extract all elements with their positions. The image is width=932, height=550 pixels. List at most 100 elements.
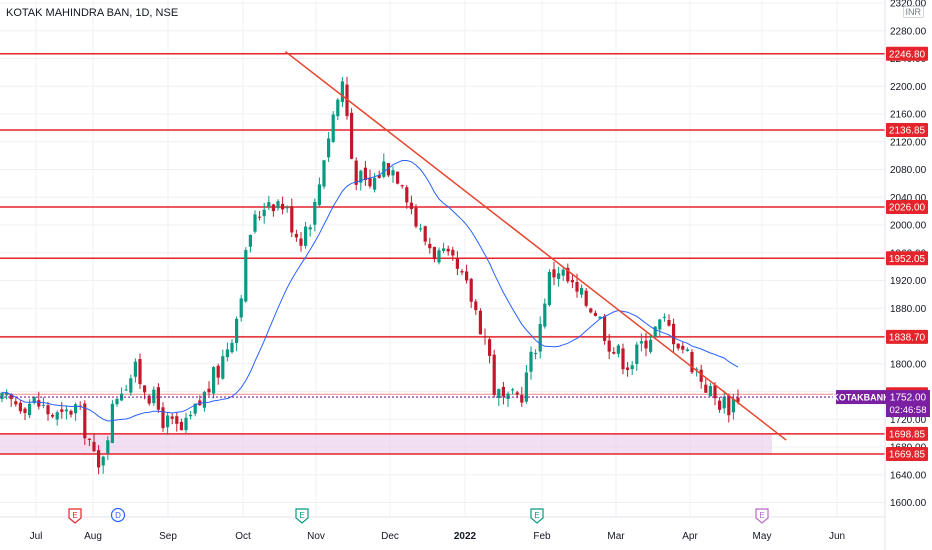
candle-body	[589, 308, 593, 313]
candle-body	[304, 226, 308, 246]
candle-body	[147, 395, 151, 404]
candle-body	[557, 273, 561, 279]
candle-body	[690, 351, 694, 373]
price-tick-label: 2120.00	[890, 137, 927, 148]
candle-body	[299, 238, 303, 246]
candle-body	[69, 410, 73, 415]
candle-body	[414, 207, 418, 227]
event-marker-earnings-upcoming: E	[755, 508, 769, 524]
candle-body	[377, 175, 381, 178]
candle-body	[520, 395, 524, 403]
candle-body	[225, 349, 229, 358]
candle-body	[603, 316, 607, 341]
price-badges: 2246.802136.852026.001952.051838.701756.…	[832, 46, 930, 462]
candle-body	[313, 201, 317, 225]
time-axis[interactable]: Jul Aug Sep Oct Nov Dec 2022 Feb Mar Apr May Jun	[30, 531, 845, 542]
candle-body	[207, 388, 211, 393]
candle-body	[465, 271, 469, 281]
price-tick-label: 1600.00	[890, 498, 927, 509]
symbol-badge-label: KOTAKBANK	[832, 393, 890, 403]
candle-body	[156, 387, 160, 410]
candle-body	[267, 202, 271, 207]
candle-body	[55, 412, 59, 420]
candle-body	[391, 170, 395, 176]
level-badge	[886, 123, 928, 138]
candle-body	[639, 341, 643, 344]
last-price-badge	[886, 390, 930, 418]
level-badge-value: 1698.85	[889, 429, 926, 440]
candle-body	[294, 233, 298, 238]
candle-body	[511, 389, 515, 391]
candle-body	[350, 112, 354, 159]
earnings-icon	[295, 508, 309, 524]
candle-body	[382, 161, 386, 177]
candle-body	[497, 389, 501, 399]
horizontal-levels	[0, 53, 885, 455]
candle-body	[239, 298, 243, 318]
candle-body	[60, 409, 64, 412]
candle-body	[423, 226, 427, 242]
event-marker-label: E	[534, 511, 539, 520]
candle-body	[184, 417, 188, 431]
candle-body	[340, 81, 344, 102]
candle-body	[483, 336, 487, 338]
candle-body	[561, 269, 565, 276]
candle-body	[455, 258, 459, 269]
candlestick-series	[0, 76, 740, 475]
candle-body	[5, 392, 9, 396]
candle-body	[704, 384, 708, 393]
price-tick-label: 2320.00	[890, 0, 927, 10]
price-tick-label: 1640.00	[890, 470, 927, 481]
candle-body	[336, 99, 340, 117]
candle-body	[189, 414, 193, 417]
candle-body	[170, 416, 174, 419]
candle-body	[308, 227, 312, 230]
candle-body	[607, 340, 611, 352]
candle-body	[575, 281, 579, 292]
candle-body	[129, 378, 133, 393]
candle-body	[23, 408, 27, 414]
candle-body	[46, 405, 50, 415]
time-tick-label: Oct	[235, 531, 251, 542]
candle-body	[400, 185, 404, 187]
candle-body	[506, 393, 510, 400]
candle-body	[708, 385, 712, 397]
time-tick-label: Mar	[607, 531, 625, 542]
candle-body	[543, 303, 547, 327]
candle-body	[216, 365, 220, 378]
candle-body	[18, 402, 22, 412]
time-tick-label: 2022	[454, 531, 477, 542]
price-tick-label: 1720.00	[890, 415, 927, 426]
candle-body	[262, 209, 266, 217]
candle-body	[524, 372, 528, 402]
event-marker-earnings: E	[530, 508, 544, 524]
candle-body	[368, 177, 372, 187]
level-badge	[886, 251, 928, 266]
candle-body	[37, 400, 41, 407]
level-badge	[886, 447, 928, 462]
candle-body	[354, 160, 358, 185]
candle-body	[649, 339, 653, 352]
candle-body	[713, 385, 717, 399]
candle-body	[331, 114, 335, 142]
candle-body	[570, 279, 574, 283]
candle-body	[722, 396, 726, 409]
support-zone	[0, 433, 772, 455]
event-marker-dividend: D	[110, 507, 126, 523]
symbol-title: KOTAK MAHINDRA BAN, 1D, NSE	[6, 7, 179, 19]
candle-body	[221, 356, 225, 379]
trendline[interactable]	[284, 50, 787, 441]
candle-body	[74, 404, 78, 414]
candle-body	[593, 312, 597, 316]
event-marker-earnings: E	[295, 508, 309, 524]
candle-body	[437, 250, 441, 263]
event-marker-label: E	[72, 511, 77, 520]
candle-body	[667, 320, 671, 326]
candle-body	[419, 228, 423, 230]
candle-body	[538, 324, 542, 352]
price-tick-label: 2040.00	[890, 193, 927, 204]
candle-body	[152, 389, 156, 404]
currency-tag[interactable]: INR	[902, 6, 924, 18]
